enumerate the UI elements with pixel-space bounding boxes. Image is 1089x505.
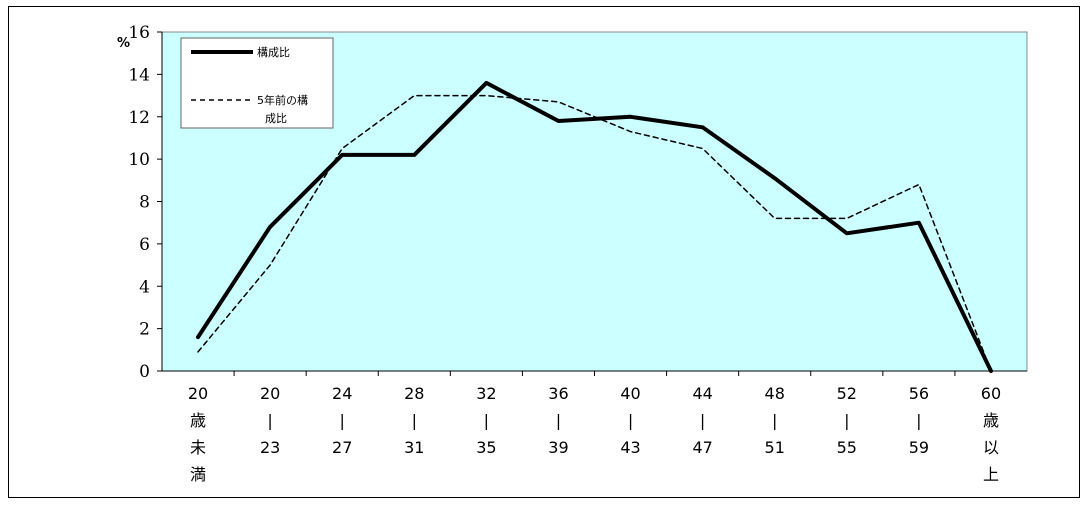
x-tick-label-line: 44 [692, 384, 712, 403]
y-tick-label: 6 [139, 235, 150, 255]
x-tick-label-line: | [628, 411, 633, 430]
x-category-label: 40 | 43 [620, 384, 640, 457]
x-tick-label-line: 52 [837, 384, 857, 403]
chart-frame: 0 2 4 6 8 10 12 14 16 % 20 歳未満 20 | 23 24 | 27 28 | 31 32 | 3… [8, 6, 1080, 498]
x-tick-label-line: 20 [188, 384, 208, 403]
x-tick-label-line: | [267, 411, 272, 430]
x-category-label: 32 | 35 [476, 384, 496, 457]
x-category-label: 28 | 31 [404, 384, 424, 457]
y-tick-label: 4 [139, 277, 150, 297]
legend-label: 構成比 [257, 46, 290, 59]
series-lines [196, 80, 993, 373]
x-tick-label-line: | [484, 411, 489, 430]
x-tick-label-line: 31 [404, 438, 424, 457]
x-category-label: 36 | 39 [548, 384, 568, 457]
y-tick-label: 0 [139, 362, 150, 382]
x-tick-label-line: 24 [332, 384, 352, 403]
y-tick-label: 8 [139, 193, 150, 213]
x-tick-label-line: 23 [260, 438, 280, 457]
y-tick-label: 12 [128, 108, 150, 128]
axes [157, 31, 1027, 376]
x-tick-label-line: 35 [476, 438, 496, 457]
x-tick-label-line: 歳 [190, 411, 206, 430]
x-tick-label-line: 47 [692, 438, 712, 457]
x-tick-label-line: 28 [404, 384, 424, 403]
x-tick-label-line: 36 [548, 384, 568, 403]
x-tick-label-line: 以 [983, 438, 999, 457]
x-tick-label-line: 上 [983, 465, 999, 484]
y-tick-label: 14 [128, 65, 150, 85]
x-tick-label-line: 56 [909, 384, 929, 403]
x-tick-label-line: 43 [620, 438, 640, 457]
x-tick-label-line: 51 [765, 438, 785, 457]
x-category-label: 56 | 59 [909, 384, 929, 457]
x-tick-label-line: | [772, 411, 777, 430]
x-tick-label-line: 27 [332, 438, 352, 457]
x-tick-label-line: 59 [909, 438, 929, 457]
y-tick-label: 16 [128, 23, 150, 43]
x-tick-labels: 20歳未満20|2324|2728|3132|3536|3940|4344|47… [188, 384, 1001, 484]
x-tick-label-line: 55 [837, 438, 857, 457]
y-tick-labels: 0 2 4 6 8 10 12 14 16 [128, 23, 150, 382]
y-tick-label: 10 [128, 150, 150, 170]
x-tick-label-line: 39 [548, 438, 568, 457]
x-category-label: 60 歳以上 [981, 384, 1001, 484]
x-category-label: 20 | 23 [260, 384, 280, 457]
x-tick-label-line: 未 [190, 438, 206, 457]
x-tick-label-line: | [700, 411, 705, 430]
x-tick-label-line: | [916, 411, 921, 430]
x-tick-label-line: 40 [620, 384, 640, 403]
x-tick-label-line: 48 [765, 384, 785, 403]
x-category-label: 24 | 27 [332, 384, 352, 457]
x-tick-label-line: 満 [190, 465, 206, 484]
x-tick-label-line: 歳 [983, 411, 999, 430]
x-tick-label-line: 32 [476, 384, 496, 403]
x-tick-label-line: 60 [981, 384, 1001, 403]
legend-label: 成比 [265, 112, 287, 125]
x-tick-label-line: | [844, 411, 849, 430]
x-tick-label-line: | [340, 411, 345, 430]
legend-label: 5年前の構 [257, 93, 308, 107]
x-tick-label-line: | [556, 411, 561, 430]
x-category-label: 44 | 47 [692, 384, 712, 457]
y-axis-unit: % [117, 36, 130, 51]
series-line-5yr-ago [197, 94, 992, 372]
x-tick-label-line: 20 [260, 384, 280, 403]
x-category-label: 52 | 55 [837, 384, 857, 457]
x-category-label: 20 歳未満 [188, 384, 208, 484]
x-category-label: 48 | 51 [765, 384, 785, 457]
y-tick-label: 2 [139, 320, 150, 340]
x-tick-label-line: | [412, 411, 417, 430]
